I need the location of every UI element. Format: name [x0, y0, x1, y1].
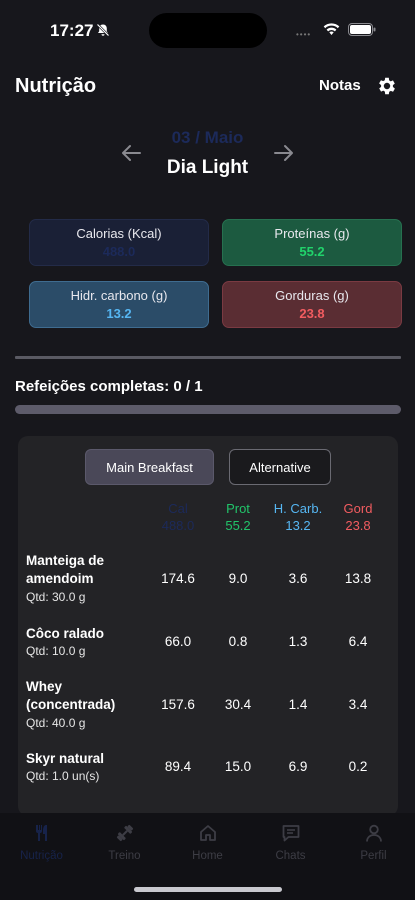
column-label: Gord [343, 501, 373, 516]
previous-day-arrow-icon[interactable] [120, 143, 142, 163]
food-protein: 9.0 [228, 571, 248, 586]
food-carbs: 1.4 [288, 697, 308, 712]
current-date: 03 / Maio [171, 128, 244, 147]
battery-icon [348, 23, 376, 36]
food-calories: 66.0 [164, 634, 192, 649]
column-total: 488.0 [161, 518, 195, 533]
carbs-card: Hidr. carbono (g) 13.2 [29, 281, 209, 328]
nav-label: Treino [108, 850, 141, 862]
food-protein: 30.4 [224, 697, 252, 712]
column-header-calories: Cal 488.0 [143, 500, 213, 534]
protein-card: Proteínas (g) 55.2 [222, 219, 402, 266]
nav-item-training[interactable]: Treino [83, 823, 166, 862]
food-calories: 89.4 [164, 759, 192, 774]
status-bar: 17:27 •••• [0, 0, 415, 60]
meals-progress-bar [15, 405, 401, 414]
carbs-label: Hidr. carbono (g) [70, 288, 168, 303]
fat-card: Gorduras (g) 23.8 [222, 281, 402, 328]
calories-card: Calorias (Kcal) 488.0 [29, 219, 209, 266]
food-fat: 0.2 [348, 759, 368, 774]
chat-icon [282, 825, 299, 842]
status-time: 17:27 [50, 21, 94, 40]
food-carbs: 6.9 [288, 759, 308, 774]
fork-knife-icon [35, 825, 47, 841]
notes-button[interactable]: Notas [319, 77, 361, 94]
protein-value: 55.2 [299, 244, 325, 259]
food-quantity: Qtd: 30.0 g [26, 590, 86, 604]
bottom-nav: Nutrição Treino Home [0, 813, 415, 900]
food-fat: 3.4 [348, 697, 368, 712]
next-day-arrow-icon[interactable] [273, 143, 295, 163]
nav-item-chats[interactable]: Chats [249, 823, 332, 862]
nav-label: Home [192, 850, 223, 862]
food-carbs: 3.6 [288, 571, 308, 586]
food-name: Skyr natural [26, 751, 105, 766]
signal-dots: •••• [296, 30, 312, 39]
food-protein: 15.0 [224, 759, 252, 774]
nav-item-profile[interactable]: Perfil [332, 823, 415, 862]
food-protein: 0.8 [228, 634, 248, 649]
dumbbell-icon [116, 824, 133, 842]
nav-item-nutrition[interactable]: Nutrição [0, 823, 83, 862]
meals-completed-text: Refeições completas: 0 / 1 [15, 378, 203, 395]
bell-mute-icon [96, 23, 110, 37]
column-total: 23.8 [345, 518, 371, 533]
food-name: Manteiga de amendoim [26, 553, 105, 586]
column-label: H. Carb. [273, 501, 323, 516]
food-calories: 157.6 [161, 697, 195, 712]
column-header-carbs: H. Carb. 13.2 [263, 500, 333, 534]
fat-label: Gorduras (g) [275, 288, 349, 303]
day-plan-name: Dia Light [166, 157, 249, 178]
column-total: 55.2 [225, 518, 251, 533]
protein-label: Proteínas (g) [274, 226, 350, 241]
food-carbs: 1.3 [288, 634, 308, 649]
fat-value: 23.8 [299, 306, 325, 321]
divider [15, 356, 401, 359]
tab-main-breakfast[interactable]: Main Breakfast [85, 449, 214, 485]
food-name: Whey (concentrada) [26, 679, 116, 712]
meal-card: Main Breakfast Alternative Cal 488.0 Pro… [18, 436, 398, 816]
home-icon [199, 825, 216, 841]
calories-label: Calorias (Kcal) [76, 226, 162, 241]
dynamic-island [149, 13, 267, 48]
nav-label: Nutrição [20, 850, 63, 862]
home-indicator [134, 887, 282, 892]
tab-alternative[interactable]: Alternative [229, 449, 331, 485]
wifi-icon [323, 23, 340, 35]
carbs-value: 13.2 [106, 306, 132, 321]
food-name: Côco ralado [26, 626, 105, 641]
nav-label: Chats [275, 850, 306, 862]
column-header-fat: Gord 23.8 [323, 500, 393, 534]
food-fat: 6.4 [348, 634, 368, 649]
column-label: Prot [226, 501, 250, 516]
page-title: Nutrição [15, 75, 97, 97]
food-quantity: Qtd: 40.0 g [26, 716, 86, 730]
column-total: 13.2 [285, 518, 311, 533]
person-icon [365, 824, 382, 842]
calories-value: 488.0 [102, 244, 136, 259]
column-label: Cal [168, 501, 188, 516]
nav-label: Perfil [360, 850, 387, 862]
column-header-protein: Prot 55.2 [203, 500, 273, 534]
food-quantity: Qtd: 1.0 un(s) [26, 769, 100, 783]
food-quantity: Qtd: 10.0 g [26, 644, 86, 658]
food-fat: 13.8 [344, 571, 372, 586]
food-calories: 174.6 [161, 571, 195, 586]
nav-item-home[interactable]: Home [166, 823, 249, 862]
gear-icon[interactable] [376, 75, 398, 97]
